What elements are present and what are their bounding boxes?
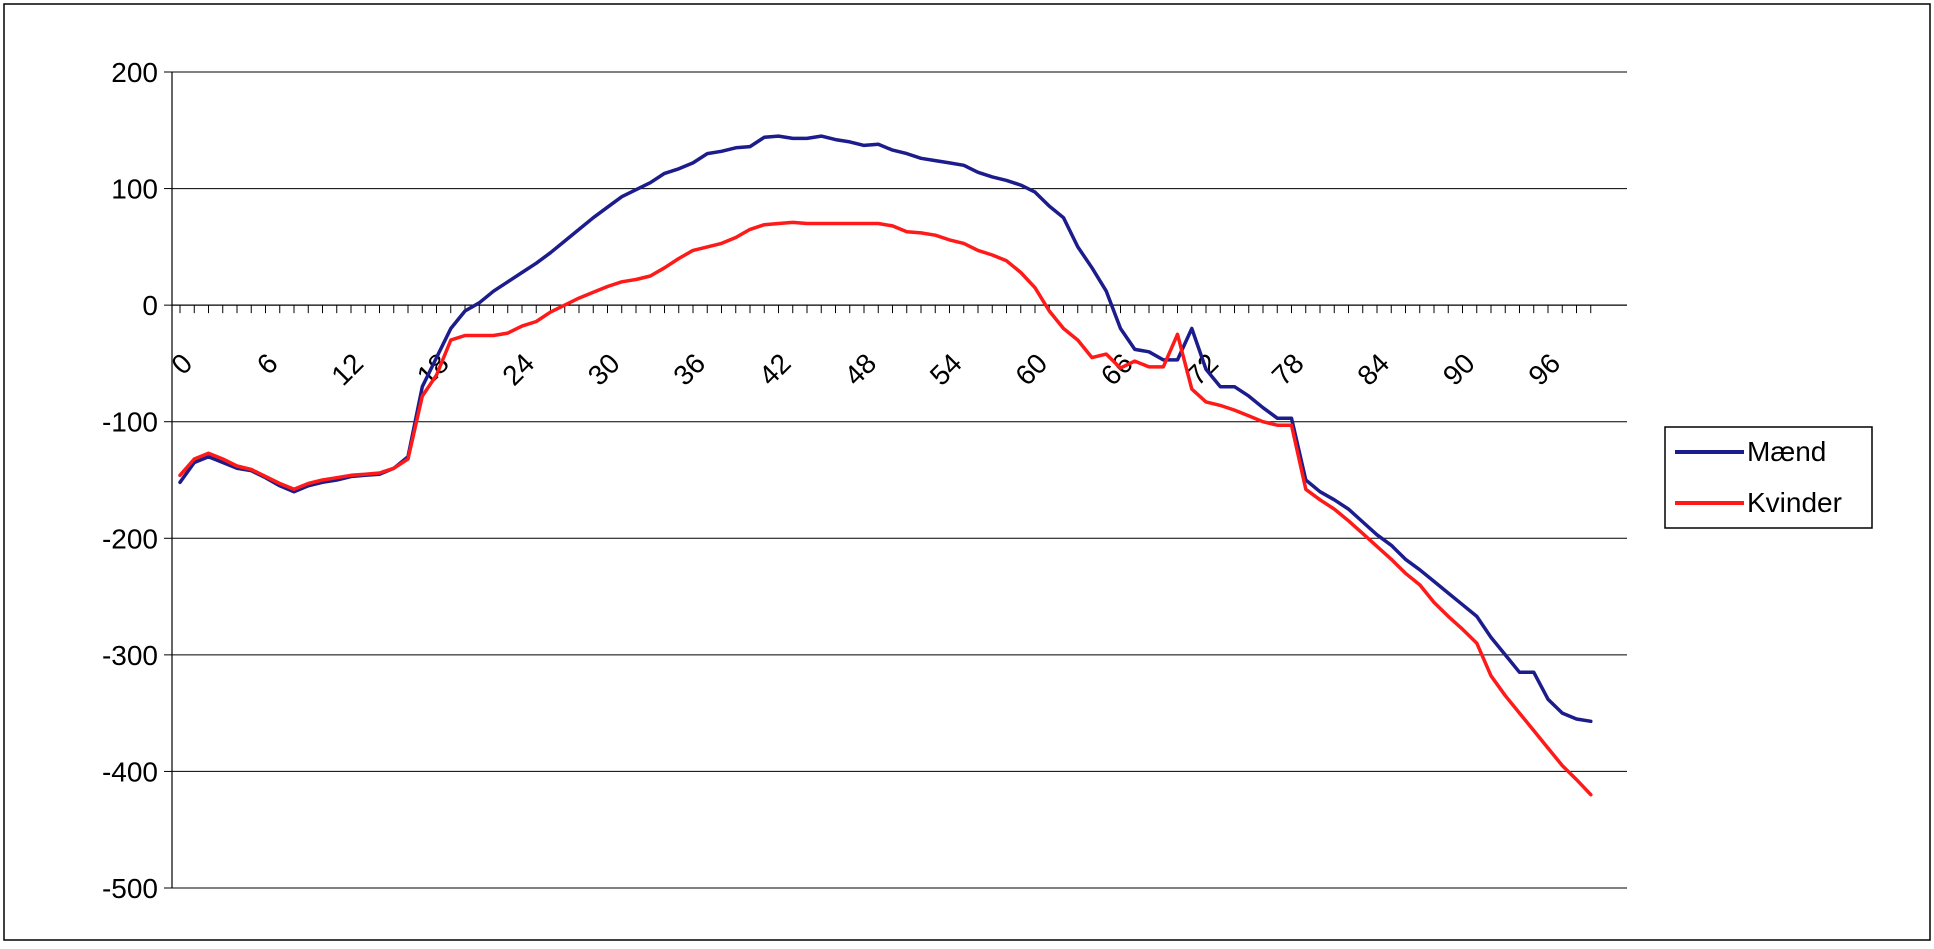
series-lines bbox=[178, 134, 1593, 797]
y-tick-label: -100 bbox=[102, 407, 158, 438]
series-line-kvinder bbox=[178, 220, 1593, 797]
y-tick-label: 100 bbox=[111, 174, 158, 205]
legend: Mænd Kvinder bbox=[1664, 426, 1873, 529]
chart-border bbox=[3, 3, 1931, 941]
y-tick-label: -500 bbox=[102, 873, 158, 904]
legend-box bbox=[1664, 426, 1873, 529]
y-tick-label: -400 bbox=[102, 756, 158, 787]
y-tick-label: -300 bbox=[102, 640, 158, 671]
legend-label-kvinder: Kvinder bbox=[1747, 487, 1842, 518]
y-tick-label: 200 bbox=[111, 57, 158, 88]
y-tick-label: -200 bbox=[102, 523, 158, 554]
y-tick-label: 0 bbox=[142, 290, 158, 321]
legend-label-maend: Mænd bbox=[1747, 436, 1826, 467]
